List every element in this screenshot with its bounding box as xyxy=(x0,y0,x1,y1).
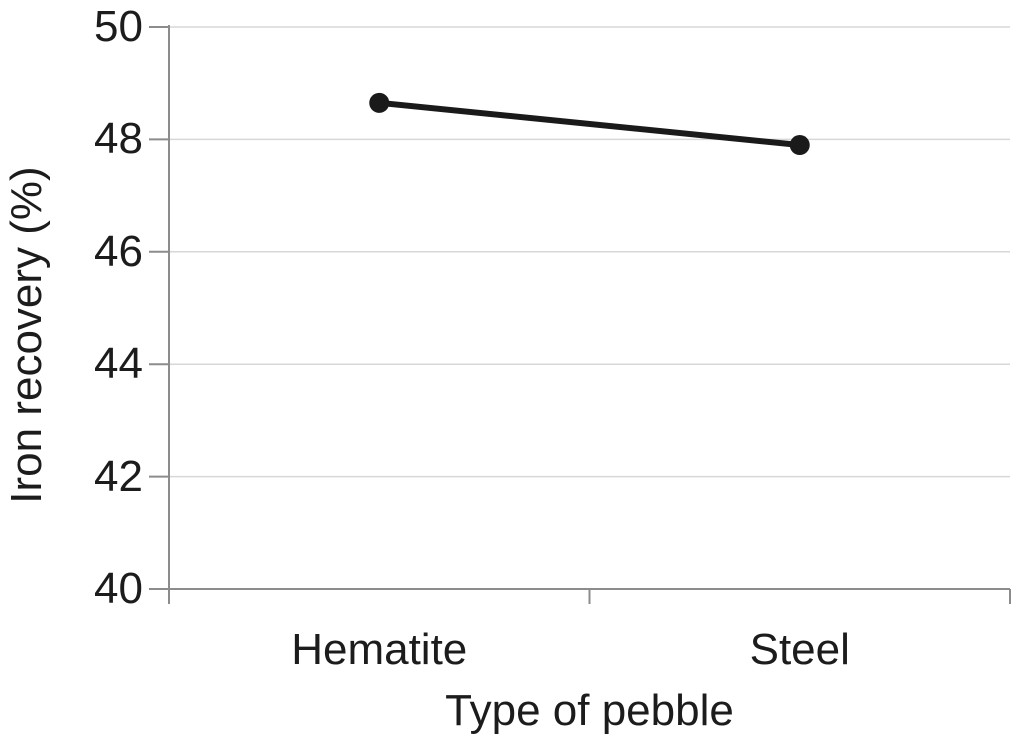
x-axis-title: Type of pebble xyxy=(445,686,734,735)
data-series xyxy=(369,92,810,156)
data-point-hematite xyxy=(369,92,390,113)
x-axis xyxy=(168,588,1011,604)
y-tick-label: 50 xyxy=(94,2,143,51)
y-tick-label: 42 xyxy=(94,451,143,501)
series-line xyxy=(376,99,803,149)
y-tick-label: 40 xyxy=(94,564,143,613)
x-category-label-hematite: Hematite xyxy=(291,625,468,674)
gridlines xyxy=(169,26,1010,590)
y-tick-label: 44 xyxy=(94,339,143,389)
data-point-steel xyxy=(789,135,810,156)
y-tick-label: 46 xyxy=(94,226,143,276)
x-category-label-steel: Steel xyxy=(749,625,850,674)
y-axis xyxy=(149,25,170,590)
y-tick-label: 48 xyxy=(94,114,143,164)
